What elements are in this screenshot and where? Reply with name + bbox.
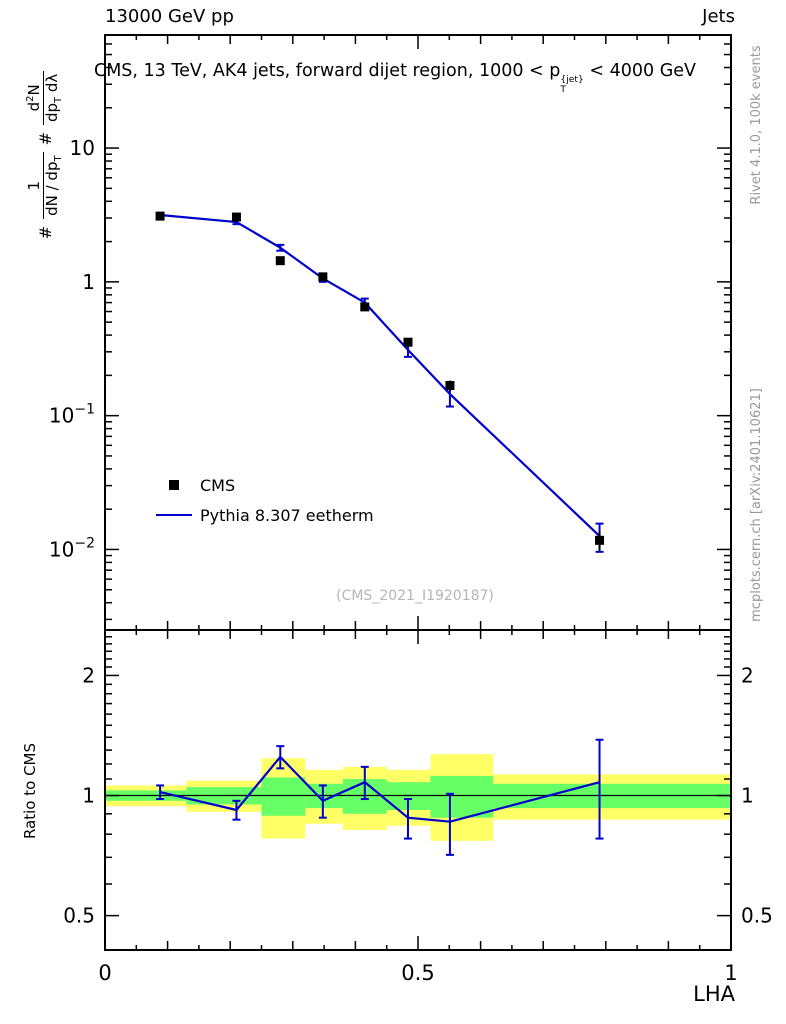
process-label: Jets xyxy=(702,6,735,27)
pt-jet-supsub: {jet} T xyxy=(560,75,583,94)
legend-label-pythia: Pythia 8.307 eetherm xyxy=(200,505,374,525)
svg-text:2: 2 xyxy=(741,663,754,687)
beam-energy-label: 13000 GeV pp xyxy=(105,6,234,27)
plot-title: CMS, 13 TeV, AK4 jets, forward dijet reg… xyxy=(48,61,742,94)
svg-text:1: 1 xyxy=(82,270,95,294)
svg-text:10−1: 10−1 xyxy=(49,402,95,428)
x-axis-label: LHA xyxy=(693,982,735,1006)
pt-subscript: T xyxy=(560,83,566,95)
svg-text:0.5: 0.5 xyxy=(63,904,95,928)
fraction-d2n-dptdlambda: d2N dpT dλ xyxy=(25,70,65,126)
svg-text:2: 2 xyxy=(82,663,95,687)
hash-glyph: # xyxy=(35,225,55,240)
ratio-y-axis-label: Ratio to CMS xyxy=(21,742,39,840)
mcplots-reference-label: mcplots.cern.ch [arXiv:2401.10621] xyxy=(749,388,764,622)
svg-text:0: 0 xyxy=(98,961,111,985)
svg-text:1: 1 xyxy=(724,961,737,985)
analysis-id-watermark: (CMS_2021_I1920187) xyxy=(336,588,494,604)
cms-square-marker-icon xyxy=(169,480,179,490)
main-y-axis-label: # 1 dN / dpT # d2N dpT dλ xyxy=(10,5,80,305)
svg-text:10: 10 xyxy=(70,136,95,160)
legend: CMS Pythia 8.307 eetherm xyxy=(148,470,374,530)
plot-title-text-tail: < 4000 GeV xyxy=(583,61,697,81)
legend-label-cms: CMS xyxy=(200,475,236,495)
fraction-one-over-dndpt: 1 dN / dpT xyxy=(25,152,65,219)
legend-item-pythia: Pythia 8.307 eetherm xyxy=(148,500,374,530)
rivet-version-label: Rivet 4.1.0, 100k events xyxy=(749,45,764,205)
svg-text:1: 1 xyxy=(82,784,95,808)
svg-text:0.5: 0.5 xyxy=(741,904,773,928)
plot-title-text: CMS, 13 TeV, AK4 jets, forward dijet reg… xyxy=(93,61,561,81)
svg-text:0.5: 0.5 xyxy=(401,961,434,985)
pythia-line-marker-icon xyxy=(156,514,192,516)
svg-text:1: 1 xyxy=(741,784,754,808)
legend-item-cms: CMS xyxy=(148,470,374,500)
pt-superscript: {jet} xyxy=(560,74,584,85)
hash-glyph: # xyxy=(35,132,55,146)
svg-text:10−2: 10−2 xyxy=(49,535,95,561)
